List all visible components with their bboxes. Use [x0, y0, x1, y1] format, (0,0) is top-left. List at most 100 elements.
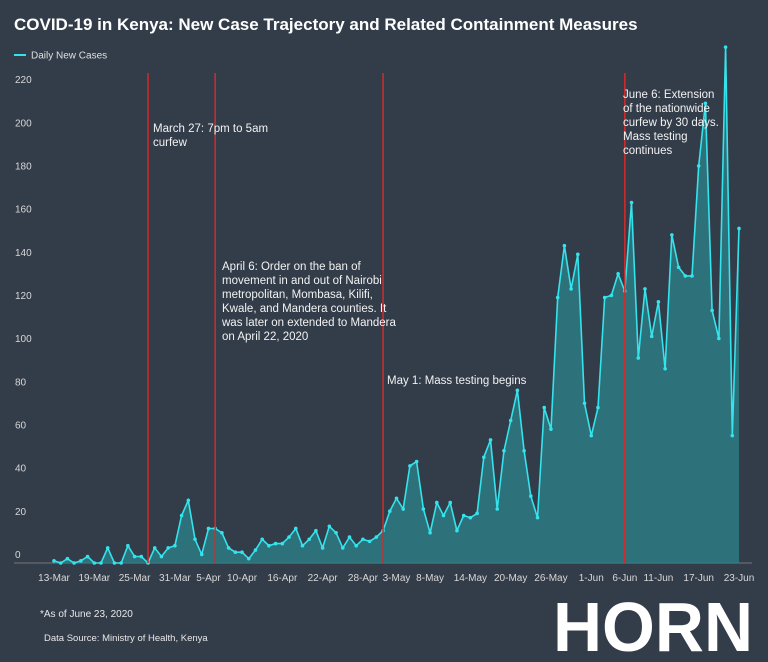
point [649, 334, 654, 339]
point [240, 550, 244, 555]
point [549, 427, 553, 431]
point [314, 528, 318, 533]
annotation: March 27: 7pm to 5am curfew [153, 123, 269, 149]
point [139, 554, 144, 559]
point [468, 515, 473, 520]
point [85, 554, 90, 559]
point [374, 535, 379, 539]
x-tick-label: 28-Apr [348, 573, 379, 584]
point [193, 537, 197, 542]
point [206, 526, 211, 531]
x-tick-label: 23-Jun [724, 573, 755, 584]
point [663, 366, 667, 371]
point [602, 295, 607, 300]
point [616, 271, 620, 276]
point [434, 500, 439, 505]
point [340, 546, 345, 550]
x-tick-label: 16-Apr [267, 573, 298, 584]
point [58, 561, 63, 565]
x-tick-label: 1-Jun [579, 573, 604, 584]
point [643, 287, 647, 291]
point [515, 388, 520, 393]
point [414, 459, 419, 464]
point [589, 433, 594, 438]
point [683, 274, 688, 278]
x-tick-label: 3-May [383, 573, 411, 584]
point [233, 550, 238, 555]
point [555, 295, 560, 300]
point [126, 543, 130, 548]
x-tick-label: 6-Jun [612, 573, 637, 584]
point [441, 513, 446, 518]
point [132, 554, 137, 559]
y-tick-label: 40 [15, 464, 27, 475]
point [455, 528, 459, 533]
point [159, 554, 164, 559]
annotation: June 6: Extension of the nationwide curf… [623, 89, 719, 157]
point [186, 498, 191, 503]
point [542, 405, 547, 410]
point [737, 226, 741, 231]
point [596, 405, 600, 410]
point [307, 537, 311, 542]
point [334, 530, 338, 535]
point [327, 524, 332, 529]
point [676, 265, 681, 270]
point [179, 513, 184, 518]
point [166, 546, 170, 550]
x-tick-label: 13-Mar [38, 573, 70, 584]
point [253, 548, 258, 552]
point [482, 455, 486, 460]
point [246, 556, 251, 561]
point [287, 535, 291, 539]
logo: HORN [553, 588, 753, 662]
point [65, 556, 70, 561]
source: Data Source: Ministry of Health, Kenya [44, 633, 208, 644]
legend-label: Daily New Cases [31, 51, 107, 62]
point [710, 308, 714, 313]
point [508, 418, 513, 423]
point [387, 509, 392, 513]
y-tick-label: 180 [15, 162, 32, 173]
y-tick-label: 200 [15, 118, 32, 129]
point [522, 448, 526, 453]
point [461, 513, 466, 518]
point [421, 507, 426, 511]
x-tick-label: 19-Mar [78, 573, 110, 584]
point [361, 537, 365, 542]
point [717, 336, 721, 341]
point [582, 401, 587, 406]
y-tick-label: 140 [15, 248, 32, 259]
point [320, 546, 325, 550]
point [448, 500, 453, 505]
point [576, 252, 580, 257]
point [569, 287, 573, 291]
point [535, 515, 540, 520]
point [488, 438, 493, 442]
point [670, 233, 674, 237]
point [609, 293, 614, 298]
point [529, 494, 533, 498]
point [112, 561, 117, 565]
point [636, 356, 641, 360]
y-tick-label: 120 [15, 291, 32, 302]
x-tick-label: 31-Mar [159, 573, 191, 584]
point [495, 507, 500, 511]
y-tick-label: 20 [15, 507, 27, 518]
point [119, 561, 123, 565]
x-tick-label: 22-Apr [308, 573, 339, 584]
point [226, 546, 231, 550]
point [79, 559, 83, 563]
point [408, 464, 412, 468]
x-tick-label: 5-Apr [196, 573, 221, 584]
x-tick-label: 26-May [534, 573, 567, 584]
point [199, 552, 204, 557]
point [401, 507, 406, 511]
y-tick-label: 220 [15, 75, 32, 86]
x-tick-label: 11-Jun [643, 573, 673, 584]
x-tick-label: 25-Mar [119, 573, 151, 584]
y-tick-label: 80 [15, 377, 27, 388]
point [730, 433, 735, 438]
annotation: April 6: Order on the ban of movement in… [222, 261, 396, 343]
point [428, 530, 432, 535]
